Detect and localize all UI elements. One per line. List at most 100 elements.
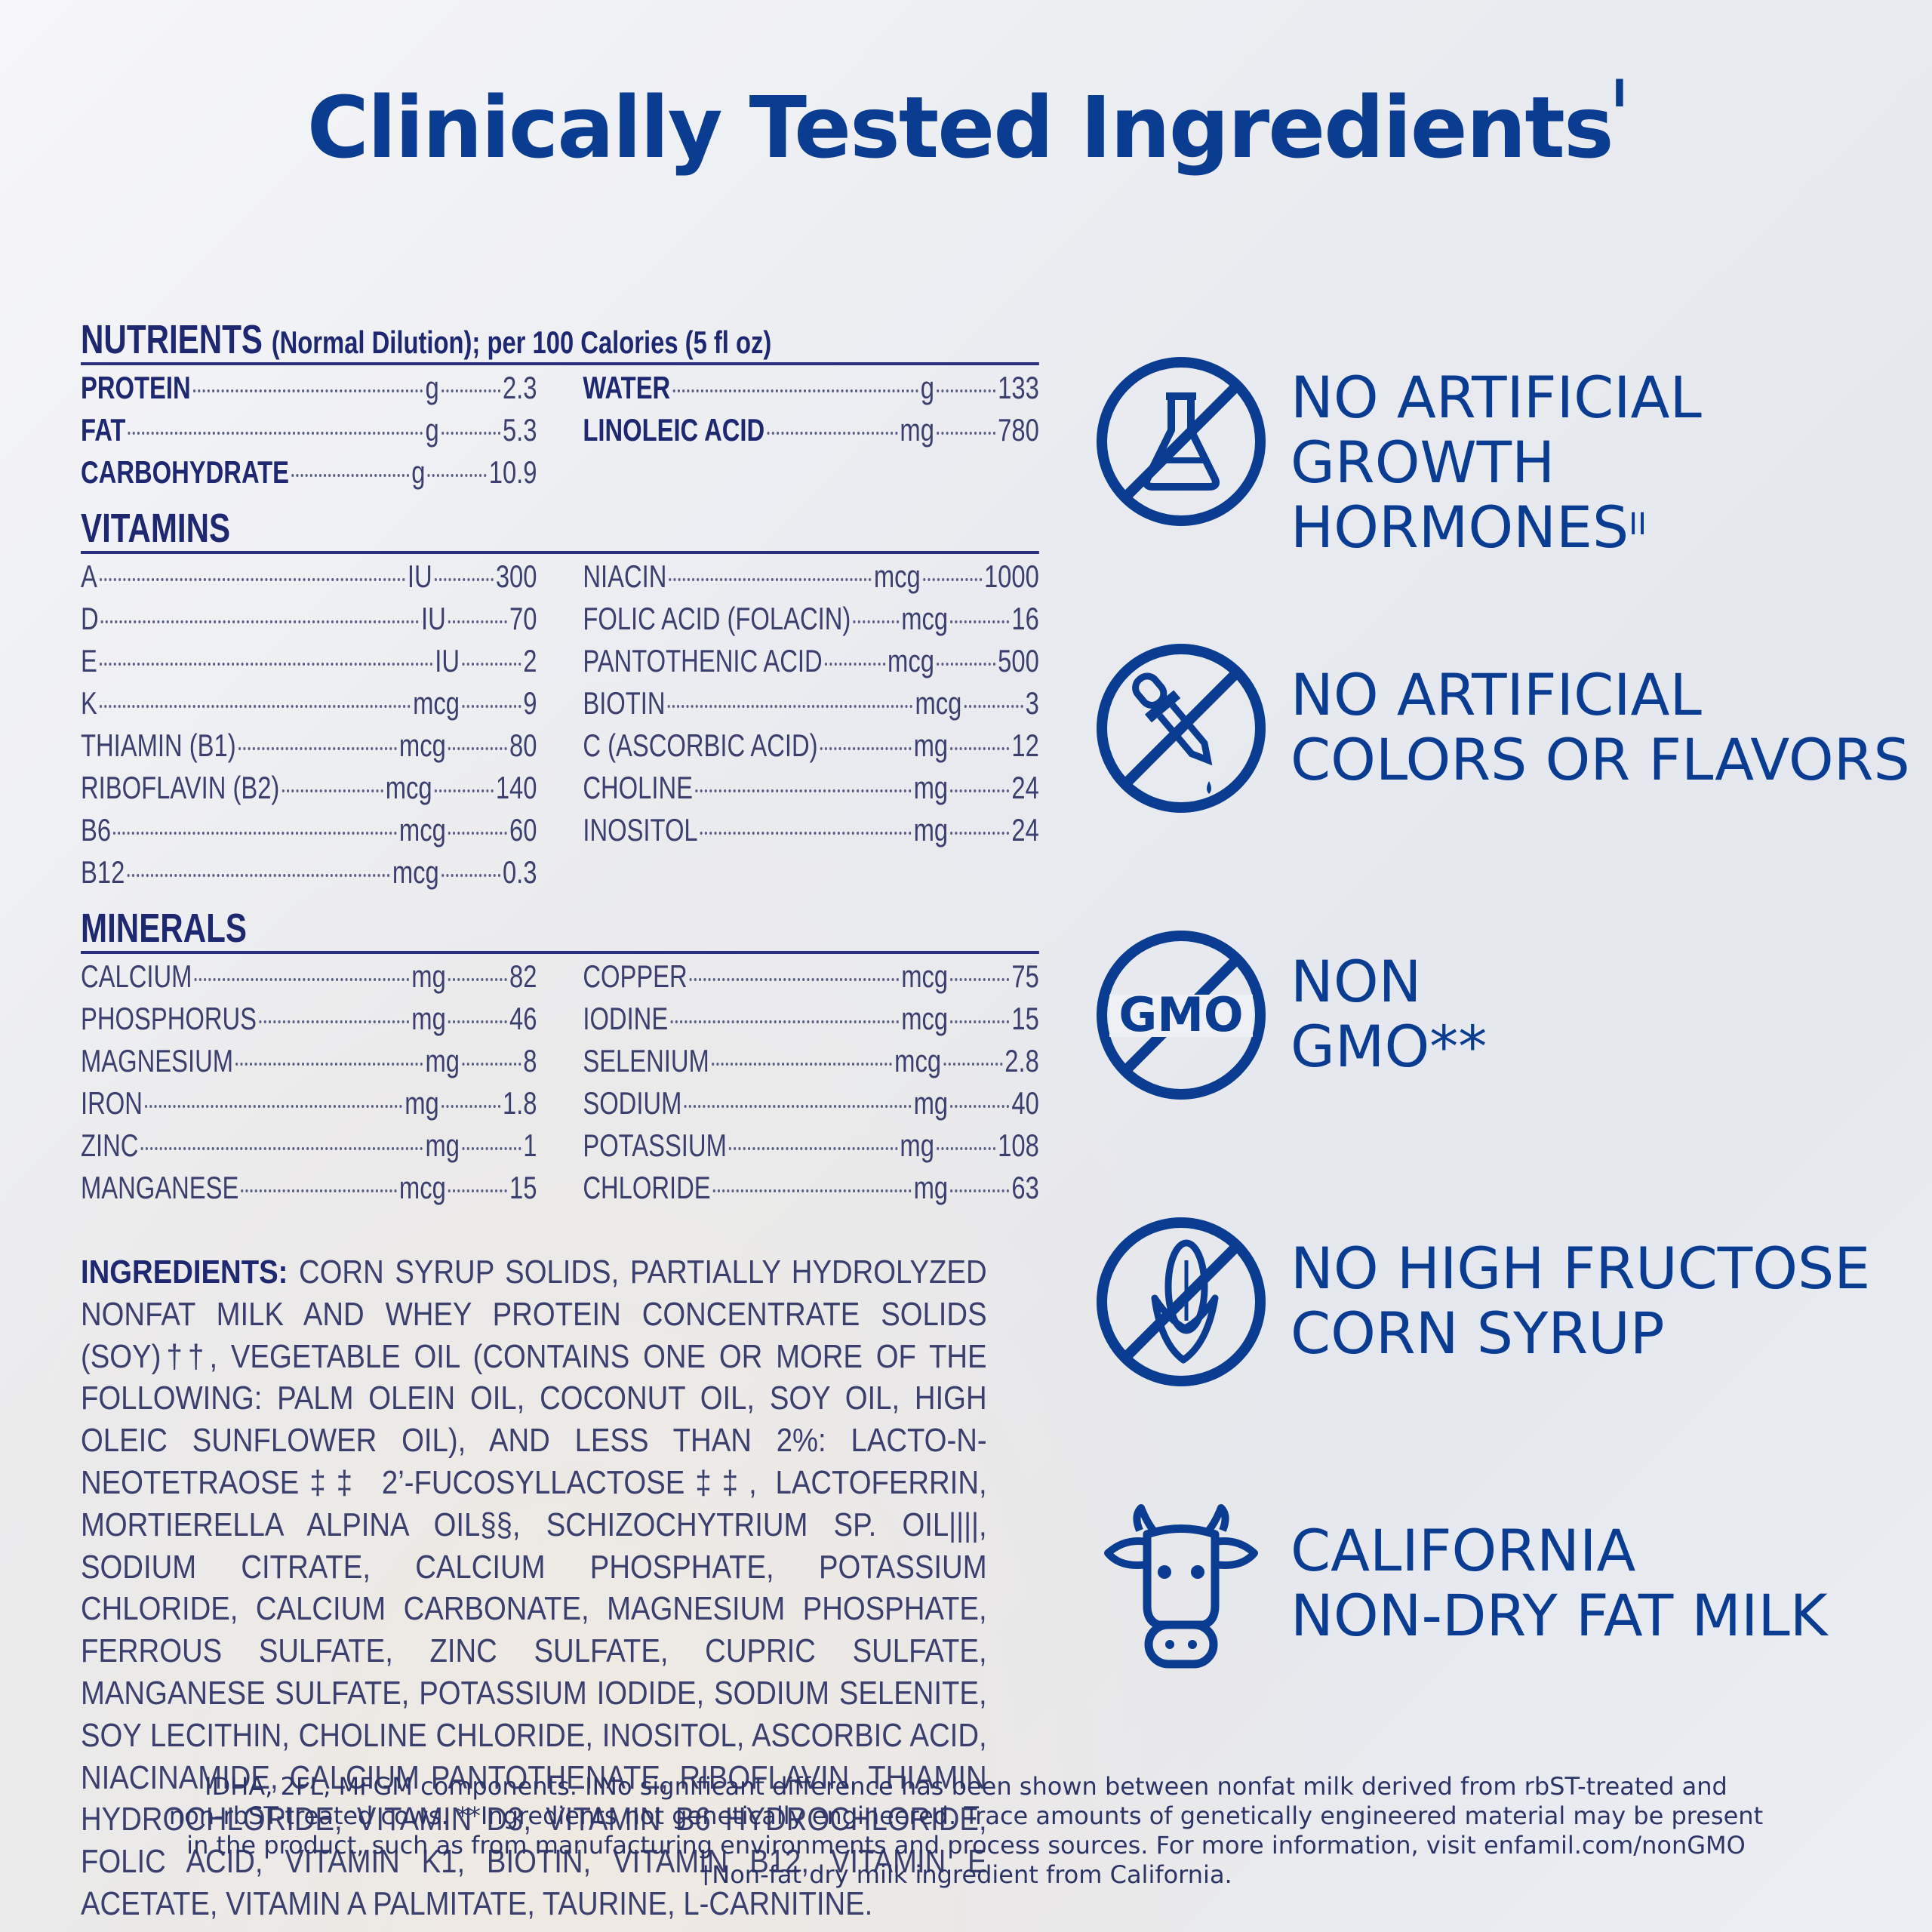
leader-dots [441,874,500,877]
nutrient-unit: mg [411,1001,446,1036]
leader-dots [434,578,494,581]
nutrient-value: 10.9 [488,454,537,490]
nutrient-unit: mg [900,412,934,448]
nutrient-value: 0.3 [502,854,537,890]
nutrient-name: PANTOTHENIC ACID [583,643,823,678]
claim-line: NO HIGH FRUCTOSE [1291,1235,1871,1302]
leader-dots [241,1189,397,1192]
leader-dots [291,474,410,477]
leader-dots [950,1020,1010,1023]
nutrient-value: 24 [1011,812,1039,848]
nutrient-value: 24 [1011,770,1039,805]
cow-icon [1104,1504,1258,1669]
leader-dots [950,832,1010,835]
nutrient-unit: mg [913,770,949,805]
leader-dots [950,1189,1010,1192]
nutrient-value: 108 [998,1128,1039,1163]
leader-dots [670,1020,900,1023]
nutrient-value: 2 [523,643,537,678]
nutrient-row: B6 mcg 60 [81,812,537,854]
ingredients-statement: INGREDIENTS: CORN SYRUP SOLIDS, PARTIALL… [81,1251,987,1925]
claim-line: HORMONESII [1291,494,1647,561]
leader-dots [259,1020,410,1023]
leader-dots [964,705,1023,708]
nutrient-column: WATER g 133 LINOLEIC ACID mg 780 [583,370,1039,497]
leader-dots [937,663,996,666]
nutrient-name: INOSITOL [583,812,698,848]
nutrient-unit: g [920,370,934,405]
nutrient-value: 63 [1011,1170,1039,1205]
leader-dots [950,747,1010,750]
no-dropper-icon [1097,644,1266,813]
nutrient-name: POTASSIUM [583,1128,727,1163]
nutrient-value: 40 [1011,1085,1039,1121]
claim-line: NON [1291,948,1422,1015]
footnote-line: in the product, such as from manufacturi… [186,1831,1746,1860]
nutrient-name: PROTEIN [81,370,191,405]
nutrient-unit: mg [900,1128,934,1163]
nutrient-name: NIACIN [583,558,667,594]
leader-dots [728,1147,898,1150]
leader-dots [99,663,433,666]
nutrient-value: 46 [509,1001,537,1036]
nutrient-name: FOLIC ACID (FOLACIN) [583,601,851,636]
vitamins-heading: VITAMINS [81,506,1039,554]
nutrients-heading: NUTRIENTS (Normal Dilution); per 100 Cal… [81,317,1039,365]
nutrient-value: 2.8 [1004,1043,1039,1078]
leader-dots [441,1105,500,1108]
nutrient-row: FOLIC ACID (FOLACIN) mcg 16 [583,601,1039,643]
nutrient-row: CHLORIDE mg 63 [583,1170,1039,1212]
nutrient-column: NIACIN mcg 1000 FOLIC ACID (FOLACIN) mcg 16 PA… [583,558,1039,897]
nutrient-row: A IU 300 [81,558,537,601]
leader-dots [281,789,383,792]
claim-line: NON-DRY FAT MILK [1291,1582,1828,1649]
nutrient-row: E IU 2 [81,643,537,685]
nutrient-unit: mcg [901,958,949,994]
leader-dots [238,747,397,750]
footnotes: IDHA, 2FL, MFGM components. IINo signifi… [0,1772,1932,1890]
nutrient-name: B6 [81,812,112,848]
nutrient-unit: mg [425,1043,460,1078]
nutrient-unit: mcg [901,601,949,636]
leader-dots [427,474,487,477]
nutrient-value: 1.8 [502,1085,537,1121]
claim-line: NO ARTIFICIAL [1291,364,1702,431]
leader-dots [140,1147,423,1150]
nutrient-unit: mcg [398,728,446,763]
leader-dots [950,620,1010,623]
nutrient-name: CALCIUM [81,958,192,994]
nutrient-unit: mcg [888,643,934,678]
nutrient-value: 1 [523,1128,537,1163]
nutrient-row: SODIUM mg 40 [583,1085,1039,1128]
nutrient-name: IODINE [583,1001,669,1036]
nutrient-row: MANGANESE mcg 15 [81,1170,537,1212]
nutrient-column: CALCIUM mg 82 PHOSPHORUS mg 46 MAGNESIUM mg 8 IRO… [81,958,537,1212]
leader-dots [462,1063,521,1066]
leader-dots [950,789,1010,792]
nutrient-unit: mcg [385,770,432,805]
nutrient-name: C (ASCORBIC ACID) [583,728,818,763]
nutrient-row: PHOSPHORUS mg 46 [81,1001,537,1043]
nutrient-name: MANGANESE [81,1170,239,1205]
nutrient-row: RIBOFLAVIN (B2) mcg 140 [81,770,537,812]
nutrient-row: CARBOHYDRATE g 10.9 [81,454,537,497]
no-corn-icon [1097,1217,1266,1386]
nutrient-value: 5.3 [502,412,537,448]
nutrients-table: PROTEIN g 2.3 FAT g 5.3 CARBOHYDRATE g 10.9 WATER… [81,370,1039,497]
leader-dots [128,432,423,435]
leader-dots [711,1063,893,1066]
claim-line: COLORS OR FLAVORS [1291,726,1910,793]
nutrient-row: LINOLEIC ACID mg 780 [583,412,1039,454]
leader-dots [192,389,423,392]
nutrient-row: FAT g 5.3 [81,412,537,454]
ingredients-label: INGREDIENTS: [81,1254,288,1291]
nutrient-unit: mg [913,1170,949,1205]
ingredients-text: CORN SYRUP SOLIDS, PARTIALLY HYDROLYZED … [81,1254,987,1922]
claim-footnote-mark: II [1629,507,1647,542]
nutrient-unit: mcg [398,1170,446,1205]
nutrient-row: WATER g 133 [583,370,1039,412]
nutrient-unit: mcg [873,558,921,594]
leader-dots [99,578,405,581]
nutrient-name: COPPER [583,958,688,994]
